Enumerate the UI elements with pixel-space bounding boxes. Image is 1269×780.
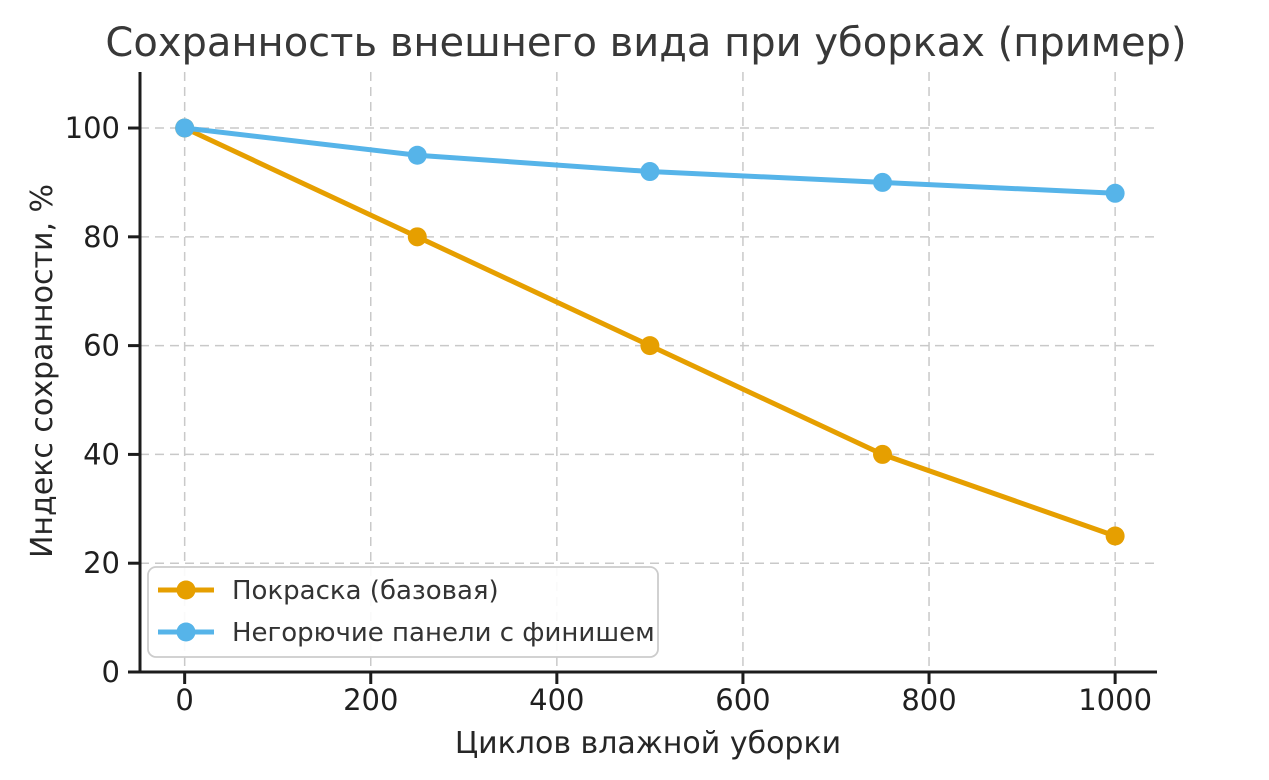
y-tick-label: 80 <box>83 220 120 254</box>
data-point-marker <box>1105 526 1125 546</box>
x-tick-label: 800 <box>901 683 956 717</box>
data-point-marker <box>640 336 660 356</box>
chart-title: Сохранность внешнего вида при уборках (п… <box>105 20 1186 66</box>
legend-label: Покраска (базовая) <box>232 576 499 606</box>
x-tick-label: 600 <box>715 683 770 717</box>
y-tick-label: 20 <box>83 546 120 580</box>
tick-labels: 0 200 400 600 800 1000 0 20 40 60 80 100 <box>65 111 1152 717</box>
y-tick-label: 40 <box>83 437 120 471</box>
data-point-marker <box>873 172 893 192</box>
data-point-marker <box>175 118 195 138</box>
x-tick-label: 400 <box>529 683 584 717</box>
data-point-marker <box>873 444 893 464</box>
x-tick-label: 0 <box>175 683 193 717</box>
legend-sample-marker <box>176 622 196 642</box>
y-tick-label: 60 <box>83 329 120 363</box>
legend: Покраска (базовая) Негорючие панели с фин… <box>147 566 659 658</box>
data-point-marker <box>407 145 427 165</box>
y-axis-label: Индекс сохранности, % <box>25 184 60 558</box>
x-axis-label: Циклов влажной уборки <box>455 726 841 761</box>
data-point-marker <box>640 162 660 182</box>
data-point-marker <box>407 227 427 247</box>
x-tick-label: 200 <box>343 683 398 717</box>
series-line <box>184 125 1116 196</box>
y-tick-label: 100 <box>65 111 120 145</box>
legend-label: Негорючие панели с финишем <box>232 618 655 648</box>
y-tick-label: 0 <box>102 655 120 689</box>
axes <box>128 72 1157 684</box>
legend-sample-marker <box>176 580 196 600</box>
data-series <box>175 118 1125 546</box>
data-point-marker <box>1105 183 1125 203</box>
x-tick-label: 1000 <box>1078 683 1152 717</box>
legend-box <box>147 566 659 658</box>
